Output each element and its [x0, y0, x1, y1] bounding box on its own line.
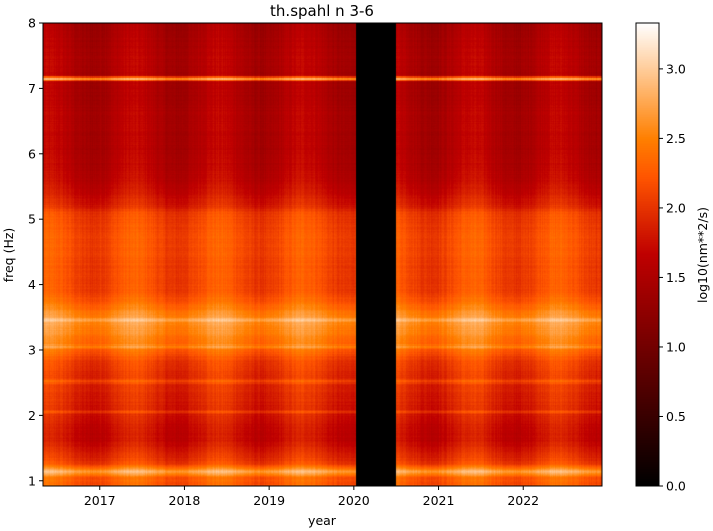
colorbar: 0.0 0.5 1.0 1.5 2.0 2.5 3.0 log10(nm**2/s) — [635, 22, 710, 494]
colorbar-tick-label: 1.5 — [666, 270, 686, 285]
x-tick-label: 2017 — [84, 493, 116, 508]
x-tick-label: 2020 — [338, 493, 370, 508]
x-axis: 2017 2018 2019 2020 2021 2022 — [84, 486, 539, 508]
colorbar-frame — [635, 22, 660, 487]
y-axis-label: freq (Hz) — [1, 228, 16, 283]
y-tick-label: 2 — [28, 408, 36, 423]
spectrogram-heatmap — [43, 23, 602, 486]
colorbar-tick-label: 2.0 — [666, 200, 686, 215]
y-tick-label: 8 — [28, 16, 36, 31]
colorbar-tick-label: 0.5 — [666, 409, 686, 424]
colorbar-tick-label: 3.0 — [666, 61, 686, 76]
x-tick-label: 2021 — [423, 493, 455, 508]
colorbar-tick-label: 0.0 — [666, 479, 686, 494]
colorbar-tick-label: 2.5 — [666, 131, 686, 146]
y-tick-label: 1 — [28, 473, 36, 488]
y-tick-label: 3 — [28, 342, 36, 357]
y-tick-label: 5 — [28, 212, 36, 227]
plot-frame — [42, 22, 603, 487]
colorbar-tick-label: 1.0 — [666, 339, 686, 354]
x-tick-label: 2018 — [169, 493, 201, 508]
colorbar-gradient — [636, 23, 659, 486]
plot-area — [42, 22, 603, 487]
y-tick-label: 7 — [28, 81, 36, 96]
x-tick-label: 2022 — [507, 493, 539, 508]
x-axis-label: year — [308, 513, 337, 528]
x-tick-label: 2019 — [253, 493, 285, 508]
y-axis: 1 2 3 4 5 6 7 8 — [28, 16, 43, 488]
colorbar-label: log10(nm**2/s) — [695, 207, 710, 303]
y-tick-label: 4 — [28, 277, 36, 292]
colorbar-axis: 0.0 0.5 1.0 1.5 2.0 2.5 3.0 — [659, 61, 686, 494]
chart-title: th.spahl n 3-6 — [270, 2, 374, 20]
y-tick-label: 6 — [28, 146, 36, 161]
